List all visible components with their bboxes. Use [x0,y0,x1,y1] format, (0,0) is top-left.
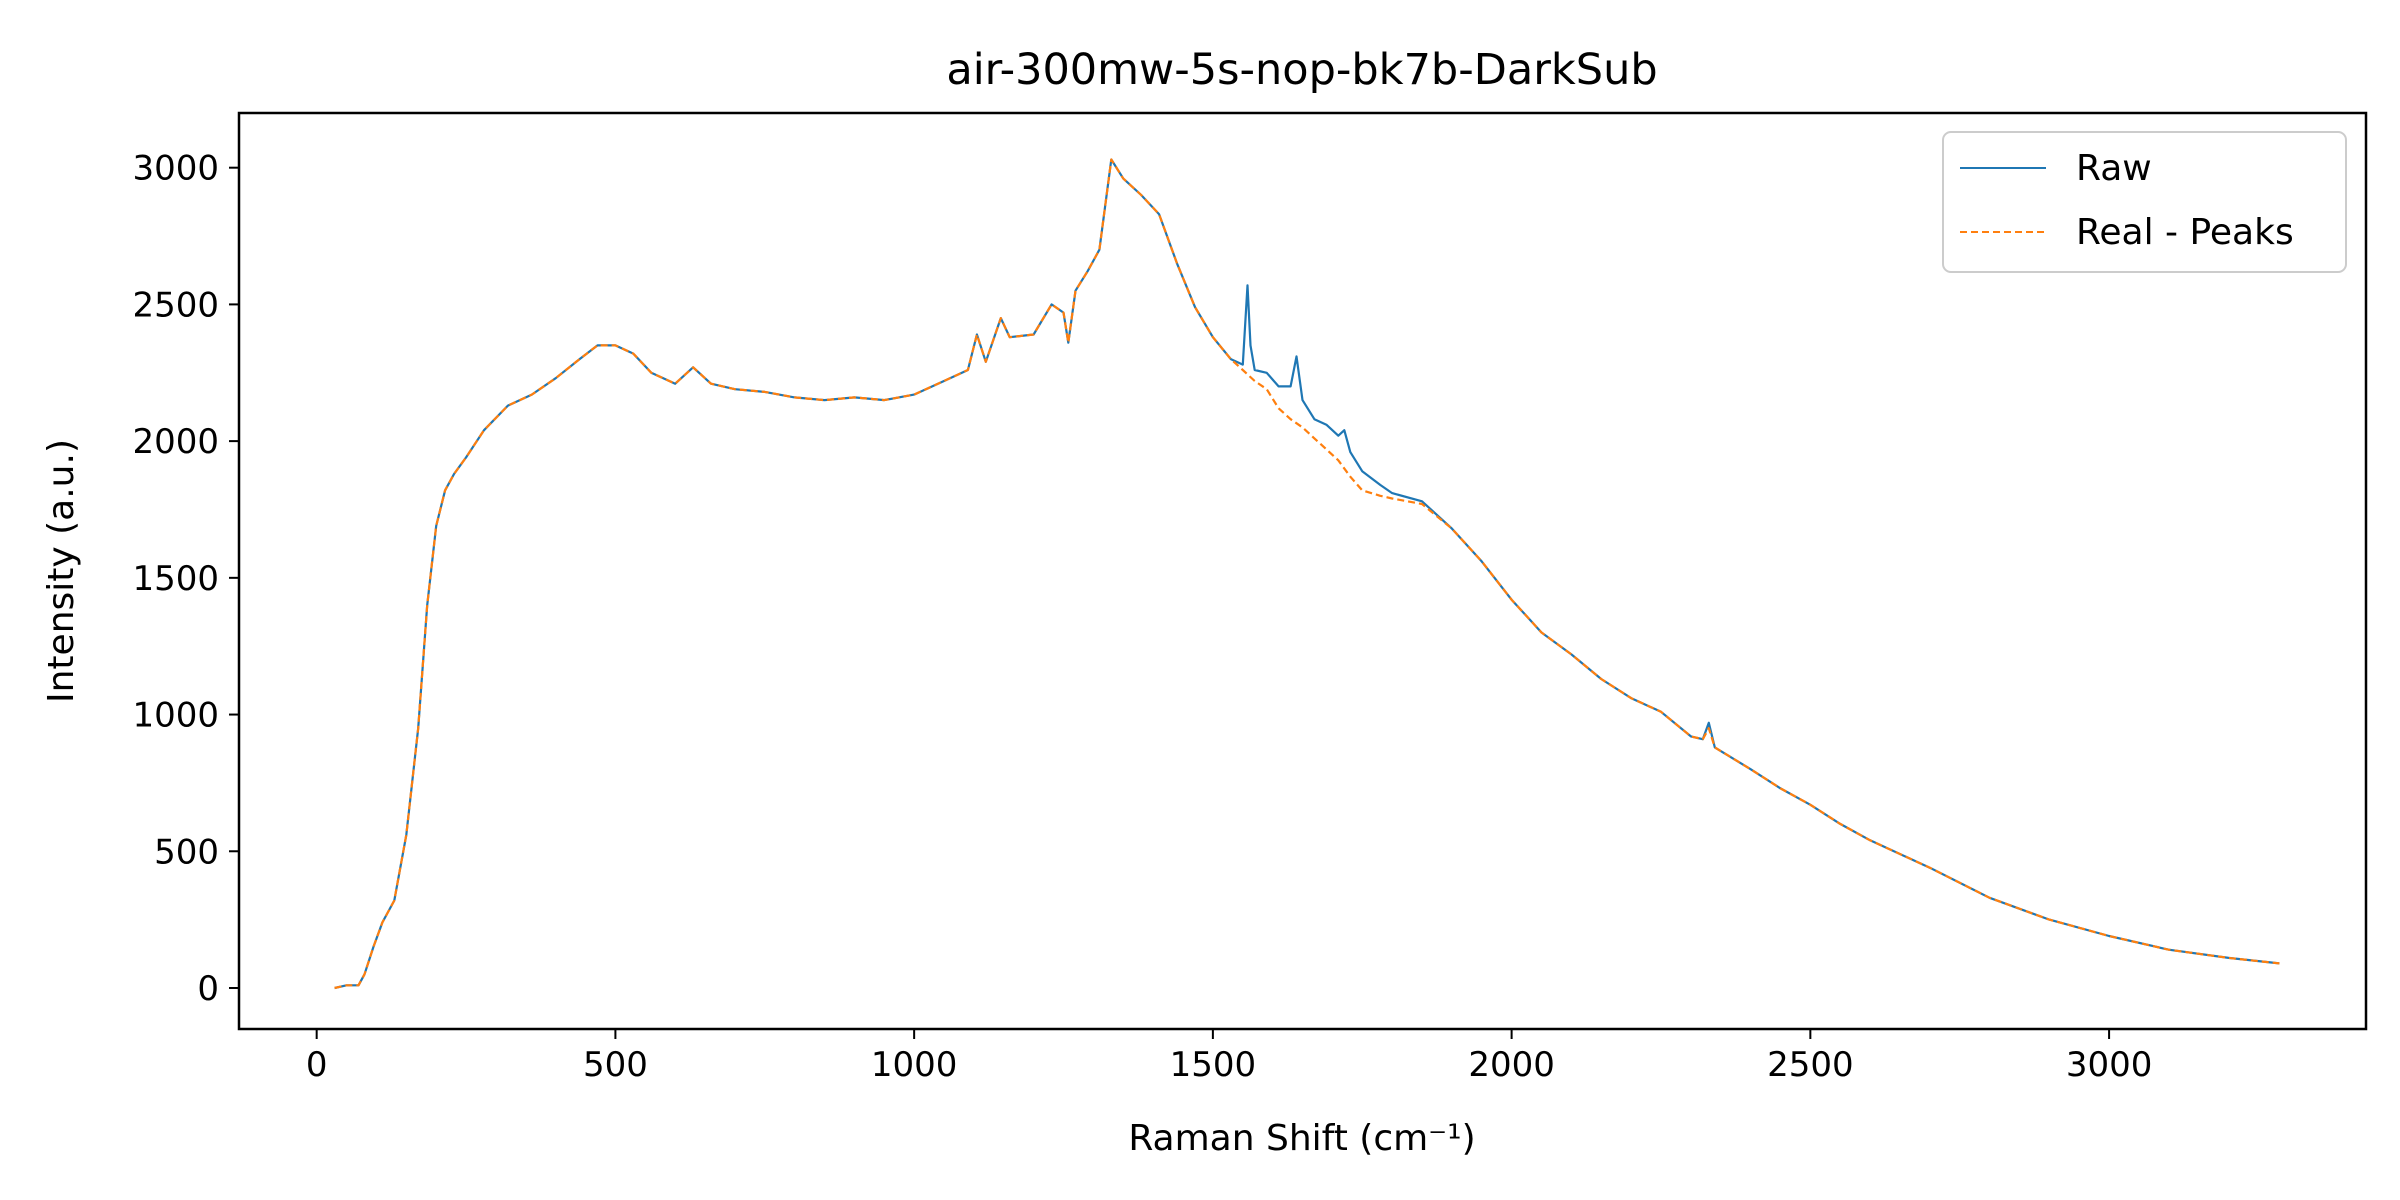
y-axis-label: Intensity (a.u.) [41,439,82,703]
legend: Raw Real - Peaks [1942,131,2347,273]
legend-label-raw: Raw [2076,148,2152,189]
y-tick-label: 500 [154,832,219,872]
x-tick-label: 0 [306,1045,328,1085]
y-tick-label: 3000 [132,149,219,189]
x-tick-label: 1500 [1170,1045,1257,1085]
x-tick-label: 1000 [871,1045,958,1085]
x-axis-label: Raman Shift (cm⁻¹) [1128,1118,1475,1159]
series-lines [334,158,2280,990]
chart-title: air-300mw-5s-nop-bk7b-DarkSub [946,45,1657,95]
series-line-raw [334,158,2280,990]
y-tick-label: 1500 [132,559,219,599]
x-tick-label: 2500 [1767,1045,1854,1085]
series-line-real-peaks [334,158,2280,990]
x-axis-ticks: 0 500 1000 1500 2000 2500 3000 [306,1029,2153,1085]
plot-area: 0 500 1000 1500 2000 2500 3000 0 500 1000 1500 200… [132,111,2368,1085]
y-tick-label: 0 [197,969,219,1009]
legend-label-real-peaks: Real - Peaks [2076,212,2294,253]
y-tick-label: 2500 [132,285,219,325]
y-axis-ticks: 0 500 1000 1500 2000 2500 3000 [132,149,239,1009]
x-tick-label: 3000 [2066,1045,2153,1085]
y-tick-label: 2000 [132,422,219,462]
x-tick-label: 500 [583,1045,648,1085]
axes-frame [237,111,2368,1031]
y-tick-label: 1000 [132,696,219,736]
x-tick-label: 2000 [1468,1045,1555,1085]
